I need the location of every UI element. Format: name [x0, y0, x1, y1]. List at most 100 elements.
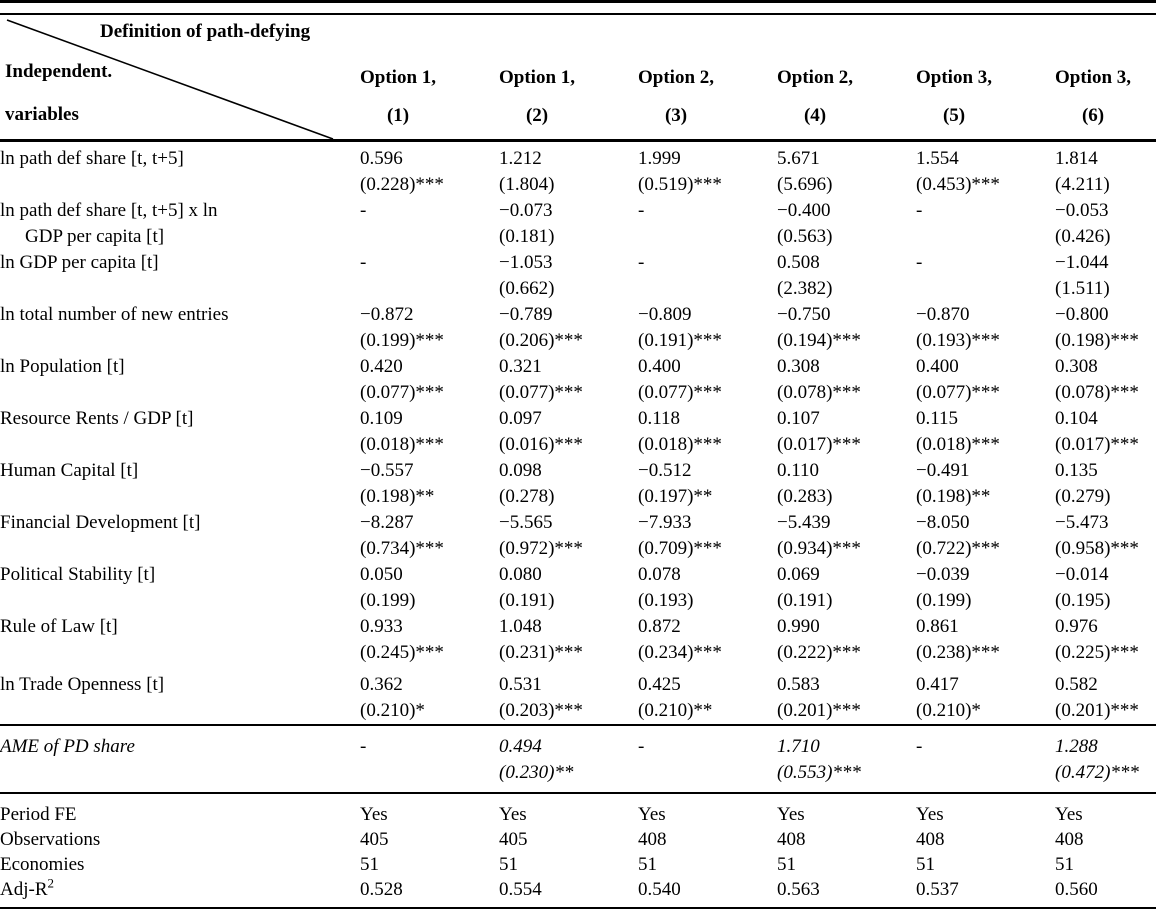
- stat-label-cell: Period FE: [0, 802, 360, 827]
- cell-col1: −0.872 (0.199)***: [360, 302, 499, 354]
- se-value: (0.197)**: [638, 486, 713, 507]
- se-value: (0.234)***: [638, 642, 722, 663]
- stat-value-col4: 51: [777, 854, 796, 875]
- cell-col3: 1.999 (0.519)***: [638, 146, 777, 198]
- header-definition-label: Definition of path-defying: [100, 21, 311, 42]
- se-value: (0.017)***: [1055, 434, 1139, 455]
- row-label: ln Population [t]: [0, 354, 360, 406]
- coef-value: 0.494: [499, 736, 542, 757]
- coef-value: −0.789: [499, 304, 553, 325]
- table-row: ln path def share [t, t+5] x ln GDP per c…: [0, 198, 1156, 250]
- coef-value: −7.933: [638, 512, 692, 533]
- coef-value: 0.097: [499, 408, 542, 429]
- coef-value: -: [638, 252, 645, 273]
- column-header: Option 3, (6): [1055, 67, 1131, 127]
- se-value: (0.709)***: [638, 538, 722, 559]
- se-value: (0.018)***: [360, 434, 444, 455]
- cell-col1: 0.362 (0.210)*: [360, 666, 499, 724]
- coef-value: 0.933: [360, 616, 403, 637]
- stat-value-col4: 408: [777, 829, 806, 850]
- coef-value: 0.362: [360, 674, 403, 695]
- top-double-rule: [0, 0, 1156, 15]
- cell-col2: 0.321 (0.077)***: [499, 354, 638, 406]
- coef-value: 0.107: [777, 408, 820, 429]
- row-label-line: Resource Rents / GDP [t]: [0, 408, 194, 429]
- cell-col1: −0.557 (0.198)**: [360, 458, 499, 510]
- se-value: (0.199): [360, 590, 416, 611]
- cell-col5: 0.861 (0.238)***: [916, 614, 1055, 666]
- coef-value: 0.976: [1055, 616, 1098, 637]
- row-label-line: ln total number of new entries: [0, 304, 229, 325]
- stat-value-col5: 51: [916, 854, 935, 875]
- row-label: Rule of Law [t]: [0, 614, 360, 666]
- coef-value: −5.565: [499, 512, 553, 533]
- coef-value: 0.420: [360, 356, 403, 377]
- stat-value-col6: 0.560: [1055, 879, 1098, 900]
- stat-value-col2: 405: [499, 829, 528, 850]
- coef-value: 1.048: [499, 616, 542, 637]
- se-value: (0.191)***: [638, 330, 722, 351]
- cell-col3: 0.425 (0.210)**: [638, 666, 777, 724]
- cell-col4: −5.439 (0.934)***: [777, 510, 916, 562]
- se-value: (0.225)***: [1055, 642, 1139, 663]
- row-label: Human Capital [t]: [0, 458, 360, 510]
- coef-value: 0.308: [1055, 356, 1098, 377]
- stat-value-col1: Yes: [360, 804, 388, 825]
- coef-value: −0.053: [1055, 200, 1109, 221]
- se-value: (0.210)*: [916, 700, 981, 721]
- table-row: ln Population [t] 0.420 (0.077)*** 0.321 (…: [0, 354, 1156, 406]
- stat-row: Economies 51 51 51 51 51 51: [0, 852, 1156, 877]
- row-label: Political Stability [t]: [0, 562, 360, 614]
- cell-col5: -: [916, 726, 1055, 792]
- column-group-label: Option 2,: [777, 67, 854, 88]
- cell-col6: 1.814 (4.211): [1055, 146, 1156, 198]
- coef-value: 0.508: [777, 252, 820, 273]
- column-number-label: (1): [386, 105, 410, 126]
- se-value: (0.181): [499, 226, 555, 247]
- stat-label-cell: Adj-R2: [0, 877, 360, 902]
- cell-col3: 0.872 (0.234)***: [638, 614, 777, 666]
- se-value: (0.199)***: [360, 330, 444, 351]
- cell-col5: 0.417 (0.210)*: [916, 666, 1055, 724]
- cell-col2: −1.053 (0.662): [499, 250, 638, 302]
- cell-col5: −8.050 (0.722)***: [916, 510, 1055, 562]
- se-value: (0.078)***: [1055, 382, 1139, 403]
- row-label-line: ln path def share [t, t+5]: [0, 148, 184, 169]
- stat-label-superscript: 2: [47, 875, 55, 891]
- coefficients-table: ln path def share [t, t+5] 0.596 (0.228)*…: [0, 146, 1156, 724]
- cell-col2: −0.073 (0.181): [499, 198, 638, 250]
- coef-value: -: [638, 200, 645, 221]
- cell-col3: −7.933 (0.709)***: [638, 510, 777, 562]
- cell-col6: −0.014 (0.195): [1055, 562, 1156, 614]
- coef-value: -: [360, 252, 367, 273]
- cell-col2: −5.565 (0.972)***: [499, 510, 638, 562]
- coef-value: −5.439: [777, 512, 831, 533]
- se-value: (0.198)**: [916, 486, 991, 507]
- coef-value: −5.473: [1055, 512, 1109, 533]
- cell-col4: −0.750 (0.194)***: [777, 302, 916, 354]
- se-value: (0.077)***: [499, 382, 583, 403]
- stat-value-col2: 0.554: [499, 879, 542, 900]
- stat-value-col4: 0.563: [777, 879, 820, 900]
- se-value: (0.195): [1055, 590, 1111, 611]
- diagonal-divider-line: [6, 19, 334, 140]
- coef-value: 0.080: [499, 564, 542, 585]
- cell-col2: 0.494 (0.230)**: [499, 726, 638, 792]
- se-value: (0.198)***: [1055, 330, 1139, 351]
- stat-value-col5: 0.537: [916, 879, 959, 900]
- row-label: AME of PD share: [0, 726, 360, 792]
- column-number-label: (3): [664, 105, 688, 126]
- cell-col3: −0.512 (0.197)**: [638, 458, 777, 510]
- stat-value-col3: Yes: [638, 804, 666, 825]
- coef-value: -: [360, 736, 367, 757]
- coef-value: 0.400: [916, 356, 959, 377]
- se-value: (0.018)***: [916, 434, 1000, 455]
- cell-col2: 0.080 (0.191): [499, 562, 638, 614]
- coef-value: 0.078: [638, 564, 681, 585]
- column-header: Option 1, (1): [360, 67, 436, 127]
- se-value: (4.211): [1055, 174, 1110, 195]
- coef-value: 0.531: [499, 674, 542, 695]
- coef-value: 0.583: [777, 674, 820, 695]
- se-value: (0.472)***: [1055, 762, 1139, 783]
- se-value: (0.203)***: [499, 700, 583, 721]
